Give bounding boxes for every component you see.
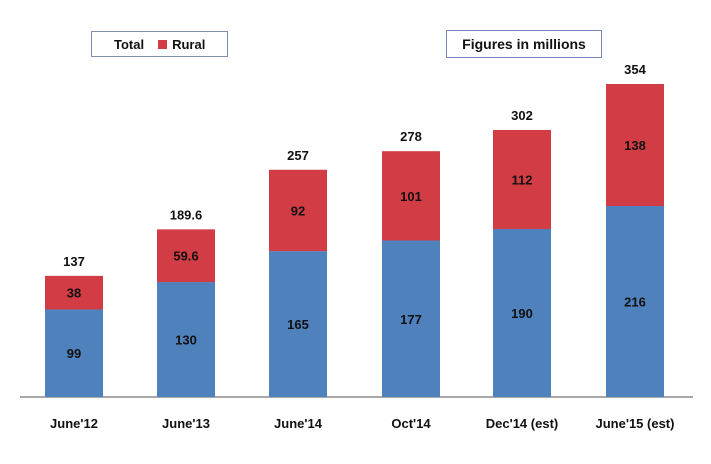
bar-segment-rural	[45, 275, 103, 310]
bar-segment-urban	[157, 282, 215, 397]
data-label-total: 189.6	[170, 207, 203, 222]
legend-item-total: Total	[100, 37, 144, 52]
data-label-rural: 38	[67, 286, 81, 301]
legend-swatch-rural	[158, 39, 168, 49]
legend-label-total: Total	[114, 36, 145, 52]
legend-swatch-total	[100, 39, 109, 49]
legend-item-rural: Rural	[158, 37, 205, 52]
bar-segment-urban	[606, 206, 664, 397]
x-tick-label: June'13	[162, 416, 210, 431]
x-tick-label: Oct'14	[391, 416, 431, 431]
bar-segment-urban	[45, 309, 103, 397]
data-label-total: 257	[287, 148, 309, 163]
bar-segment-urban	[382, 240, 440, 397]
legend-label-rural: Rural	[172, 36, 206, 52]
data-label-total: 354	[624, 62, 646, 77]
data-label-total: 302	[511, 108, 533, 123]
data-label-urban: 216	[624, 295, 646, 310]
data-label-urban: 165	[287, 317, 309, 332]
data-label-urban: 130	[175, 333, 197, 348]
legend: Total Rural	[91, 31, 228, 57]
units-note: Figures in millions	[446, 30, 602, 58]
data-label-rural: 92	[291, 203, 305, 218]
data-label-rural: 59.6	[173, 249, 198, 264]
data-label-urban: 190	[511, 306, 533, 321]
x-tick-label: Dec'14 (est)	[486, 416, 558, 431]
bar-segment-rural	[382, 151, 440, 241]
data-label-rural: 112	[512, 172, 533, 187]
bar-segment-urban	[269, 251, 327, 397]
data-label-urban: 99	[67, 346, 81, 361]
data-label-total: 278	[400, 129, 422, 144]
bar-segment-rural	[606, 84, 664, 207]
data-label-rural: 101	[400, 189, 422, 204]
bar-segment-urban	[493, 229, 551, 397]
bar-segment-rural	[157, 229, 215, 283]
bar-segment-rural	[269, 169, 327, 252]
data-label-total: 137	[63, 254, 85, 269]
x-tick-label: June'14	[274, 416, 323, 431]
data-label-rural: 138	[624, 138, 646, 153]
x-tick-label: June'12	[50, 416, 98, 431]
data-label-urban: 177	[400, 312, 422, 327]
bar-segment-rural	[493, 129, 551, 230]
x-tick-label: June'15 (est)	[596, 416, 675, 431]
